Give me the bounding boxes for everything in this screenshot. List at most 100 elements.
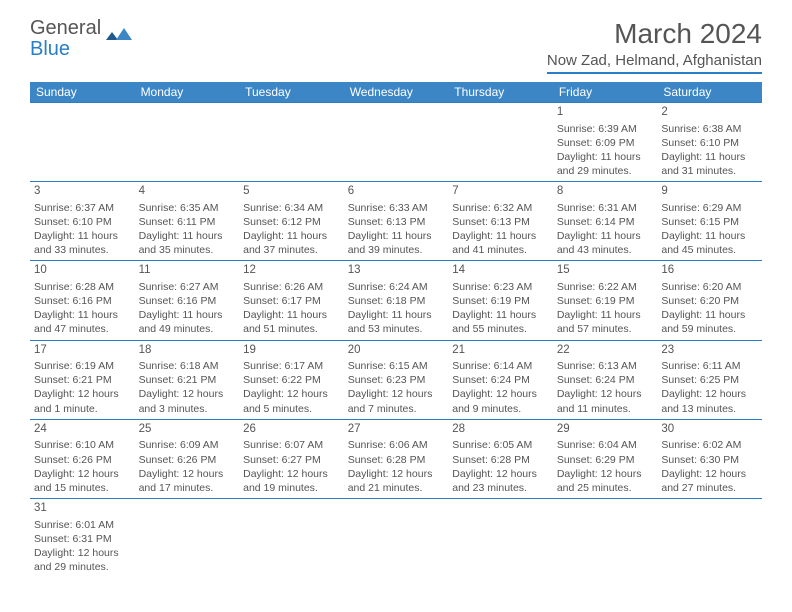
calendar-row: 10Sunrise: 6:28 AMSunset: 6:16 PMDayligh… — [30, 261, 762, 340]
sunrise-text: Sunrise: 6:07 AM — [243, 438, 340, 452]
sunset-text: Sunset: 6:23 PM — [348, 373, 445, 387]
sunrise-text: Sunrise: 6:19 AM — [34, 359, 131, 373]
sunrise-text: Sunrise: 6:31 AM — [557, 201, 654, 215]
sunrise-text: Sunrise: 6:33 AM — [348, 201, 445, 215]
sunrise-text: Sunrise: 6:27 AM — [139, 280, 236, 294]
sunset-text: Sunset: 6:15 PM — [661, 215, 758, 229]
daylight-text: and 11 minutes. — [557, 402, 654, 416]
calendar-cell — [657, 499, 762, 578]
daylight-text: Daylight: 11 hours — [661, 229, 758, 243]
daylight-text: and 55 minutes. — [452, 322, 549, 336]
daylight-text: Daylight: 11 hours — [661, 150, 758, 164]
sunset-text: Sunset: 6:20 PM — [661, 294, 758, 308]
daylight-text: Daylight: 12 hours — [348, 467, 445, 481]
daylight-text: and 13 minutes. — [661, 402, 758, 416]
calendar-row: 17Sunrise: 6:19 AMSunset: 6:21 PMDayligh… — [30, 340, 762, 419]
sunrise-text: Sunrise: 6:26 AM — [243, 280, 340, 294]
sunset-text: Sunset: 6:13 PM — [452, 215, 549, 229]
sunset-text: Sunset: 6:30 PM — [661, 453, 758, 467]
sunset-text: Sunset: 6:16 PM — [139, 294, 236, 308]
calendar-cell — [448, 103, 553, 182]
sunrise-text: Sunrise: 6:11 AM — [661, 359, 758, 373]
daylight-text: Daylight: 12 hours — [452, 467, 549, 481]
weekday-header: Friday — [553, 82, 658, 103]
daylight-text: and 3 minutes. — [139, 402, 236, 416]
day-number: 23 — [661, 343, 758, 359]
day-number: 12 — [243, 263, 340, 279]
calendar-cell: 11Sunrise: 6:27 AMSunset: 6:16 PMDayligh… — [135, 261, 240, 340]
daylight-text: and 49 minutes. — [139, 322, 236, 336]
daylight-text: and 53 minutes. — [348, 322, 445, 336]
daylight-text: Daylight: 12 hours — [139, 387, 236, 401]
page-title: March 2024 — [547, 18, 762, 50]
calendar-cell: 18Sunrise: 6:18 AMSunset: 6:21 PMDayligh… — [135, 340, 240, 419]
calendar-cell: 15Sunrise: 6:22 AMSunset: 6:19 PMDayligh… — [553, 261, 658, 340]
sunset-text: Sunset: 6:18 PM — [348, 294, 445, 308]
calendar-cell: 25Sunrise: 6:09 AMSunset: 6:26 PMDayligh… — [135, 419, 240, 498]
daylight-text: and 5 minutes. — [243, 402, 340, 416]
daylight-text: Daylight: 11 hours — [557, 229, 654, 243]
sunset-text: Sunset: 6:29 PM — [557, 453, 654, 467]
logo-general: General — [30, 17, 101, 39]
sunrise-text: Sunrise: 6:18 AM — [139, 359, 236, 373]
sunrise-text: Sunrise: 6:17 AM — [243, 359, 340, 373]
day-number: 30 — [661, 422, 758, 438]
sunset-text: Sunset: 6:17 PM — [243, 294, 340, 308]
daylight-text: Daylight: 11 hours — [348, 229, 445, 243]
day-number: 26 — [243, 422, 340, 438]
calendar-cell: 7Sunrise: 6:32 AMSunset: 6:13 PMDaylight… — [448, 182, 553, 261]
weekday-header: Thursday — [448, 82, 553, 103]
calendar-cell: 20Sunrise: 6:15 AMSunset: 6:23 PMDayligh… — [344, 340, 449, 419]
calendar-cell: 2Sunrise: 6:38 AMSunset: 6:10 PMDaylight… — [657, 103, 762, 182]
calendar-cell: 4Sunrise: 6:35 AMSunset: 6:11 PMDaylight… — [135, 182, 240, 261]
sunset-text: Sunset: 6:09 PM — [557, 136, 654, 150]
sunrise-text: Sunrise: 6:10 AM — [34, 438, 131, 452]
daylight-text: Daylight: 11 hours — [139, 308, 236, 322]
sunrise-text: Sunrise: 6:09 AM — [139, 438, 236, 452]
calendar-cell: 31Sunrise: 6:01 AMSunset: 6:31 PMDayligh… — [30, 499, 135, 578]
day-number: 13 — [348, 263, 445, 279]
daylight-text: Daylight: 11 hours — [34, 229, 131, 243]
weekday-header-row: SundayMondayTuesdayWednesdayThursdayFrid… — [30, 82, 762, 103]
calendar-row: 24Sunrise: 6:10 AMSunset: 6:26 PMDayligh… — [30, 419, 762, 498]
daylight-text: Daylight: 12 hours — [34, 546, 131, 560]
calendar-row: 3Sunrise: 6:37 AMSunset: 6:10 PMDaylight… — [30, 182, 762, 261]
calendar-table: SundayMondayTuesdayWednesdayThursdayFrid… — [30, 82, 762, 577]
sunrise-text: Sunrise: 6:05 AM — [452, 438, 549, 452]
sunrise-text: Sunrise: 6:24 AM — [348, 280, 445, 294]
sunrise-text: Sunrise: 6:22 AM — [557, 280, 654, 294]
calendar-cell: 16Sunrise: 6:20 AMSunset: 6:20 PMDayligh… — [657, 261, 762, 340]
day-number: 22 — [557, 343, 654, 359]
daylight-text: and 45 minutes. — [661, 243, 758, 257]
day-number: 19 — [243, 343, 340, 359]
sunset-text: Sunset: 6:28 PM — [348, 453, 445, 467]
daylight-text: and 33 minutes. — [34, 243, 131, 257]
sunset-text: Sunset: 6:25 PM — [661, 373, 758, 387]
daylight-text: and 19 minutes. — [243, 481, 340, 495]
sunrise-text: Sunrise: 6:37 AM — [34, 201, 131, 215]
sunset-text: Sunset: 6:19 PM — [452, 294, 549, 308]
daylight-text: Daylight: 11 hours — [557, 308, 654, 322]
daylight-text: Daylight: 12 hours — [348, 387, 445, 401]
flag-icon — [106, 26, 134, 51]
daylight-text: and 7 minutes. — [348, 402, 445, 416]
day-number: 17 — [34, 343, 131, 359]
calendar-row: 1Sunrise: 6:39 AMSunset: 6:09 PMDaylight… — [30, 103, 762, 182]
sunrise-text: Sunrise: 6:28 AM — [34, 280, 131, 294]
calendar-cell: 30Sunrise: 6:02 AMSunset: 6:30 PMDayligh… — [657, 419, 762, 498]
sunset-text: Sunset: 6:19 PM — [557, 294, 654, 308]
sunset-text: Sunset: 6:13 PM — [348, 215, 445, 229]
sunset-text: Sunset: 6:10 PM — [661, 136, 758, 150]
sunrise-text: Sunrise: 6:38 AM — [661, 122, 758, 136]
day-number: 24 — [34, 422, 131, 438]
day-number: 11 — [139, 263, 236, 279]
calendar-cell — [239, 499, 344, 578]
daylight-text: Daylight: 12 hours — [243, 467, 340, 481]
sunrise-text: Sunrise: 6:01 AM — [34, 518, 131, 532]
daylight-text: and 27 minutes. — [661, 481, 758, 495]
daylight-text: and 57 minutes. — [557, 322, 654, 336]
day-number: 6 — [348, 184, 445, 200]
daylight-text: and 31 minutes. — [661, 164, 758, 178]
calendar-body: 1Sunrise: 6:39 AMSunset: 6:09 PMDaylight… — [30, 103, 762, 578]
sunrise-text: Sunrise: 6:04 AM — [557, 438, 654, 452]
